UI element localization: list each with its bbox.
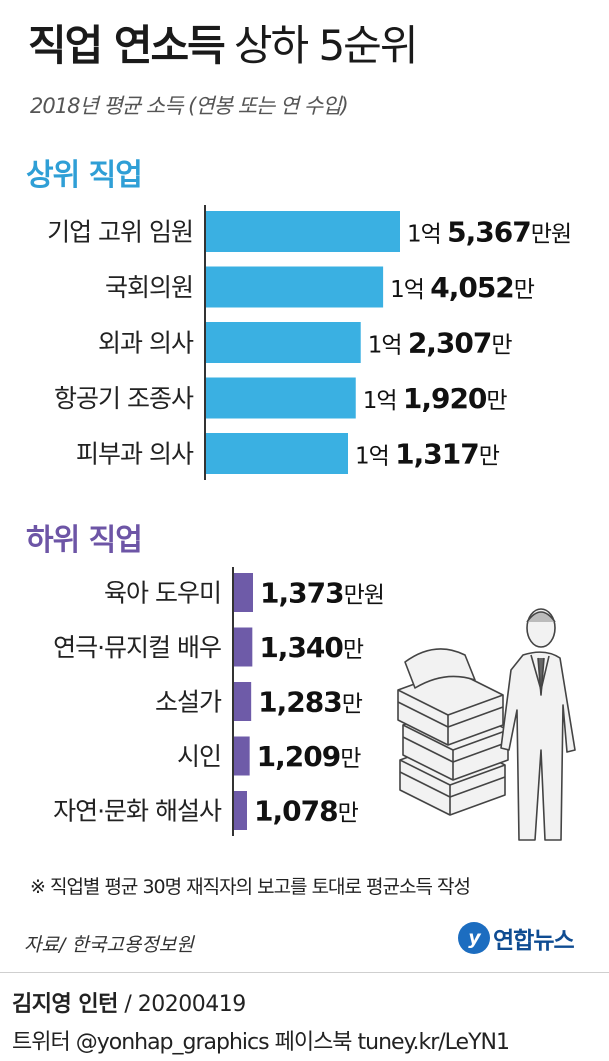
social-links: 트위터 @yonhap_graphics 페이스북 tuney.kr/LeYN1 [12,1030,510,1055]
brand-logo: y 연합뉴스 [458,921,575,955]
bar-1-0 [234,573,253,612]
category-label-1-4: 자연·문화 해설사 [53,797,222,826]
value-label-0-4: 1억 1,317만 [355,438,500,471]
credit-name: 김지영 인턴 [12,992,118,1017]
value-label-0-1: 1억 4,052만 [390,271,535,304]
credit-line: 김지영 인턴 / 20200419 [12,986,246,1018]
bar-1-3 [234,736,250,776]
section-top-heading: 상위 직업 [26,158,143,193]
value-label-0-0: 1억 5,367만원 [407,216,571,249]
category-label-1-1: 연극·뮤지컬 배우 [53,633,221,662]
category-label-0-3: 항공기 조종사 [54,384,194,413]
divider [0,972,609,973]
category-label-1-0: 육아 도우미 [104,579,221,608]
bar-0-0 [206,211,400,252]
category-label-0-4: 피부과 의사 [76,440,194,469]
title-bold: 직업 연소득 [28,21,226,70]
bar-0-1 [206,266,384,308]
source-text: 자료/ 한국고용정보원 [24,934,194,956]
page-title: 직업 연소득 상하 5순위 [28,18,419,74]
brand-name: 연합뉴스 [493,928,575,954]
section-bottom-heading: 하위 직업 [26,523,143,558]
value-label-1-3: 1,209만 [257,740,362,773]
bar-1-4 [234,791,247,830]
bar-1-1 [234,627,253,667]
value-label-1-0: 1,373만원 [260,577,384,610]
value-label-1-1: 1,340만 [259,631,364,664]
category-label-0-2: 외과 의사 [98,329,194,358]
category-label-0-1: 국회의원 [105,273,193,302]
category-label-1-3: 시인 [177,742,221,771]
footnote: ※ 직업별 평균 30명 재직자의 보고를 토대로 평균소득 작성 [30,876,471,898]
bar-1-2 [234,682,252,721]
value-label-0-2: 1억 2,307만 [368,327,513,360]
value-label-1-4: 1,078만 [254,795,359,828]
value-label-0-3: 1억 1,920만 [363,382,508,415]
credit-date: / 20200419 [124,992,246,1017]
subtitle: 2018년 평균 소득 (연봉 또는 연 수입) [30,94,349,118]
bar-0-3 [206,377,356,419]
category-label-0-0: 기업 고위 임원 [47,218,193,247]
bar-0-4 [206,433,348,474]
businessman-with-money-stacks-icon [397,608,576,841]
yonhap-logo-icon: y [458,922,490,954]
category-label-1-2: 소설가 [155,688,222,717]
bar-0-2 [206,322,361,363]
title-light: 상하 5순위 [233,21,419,70]
value-label-1-2: 1,283만 [258,686,363,719]
